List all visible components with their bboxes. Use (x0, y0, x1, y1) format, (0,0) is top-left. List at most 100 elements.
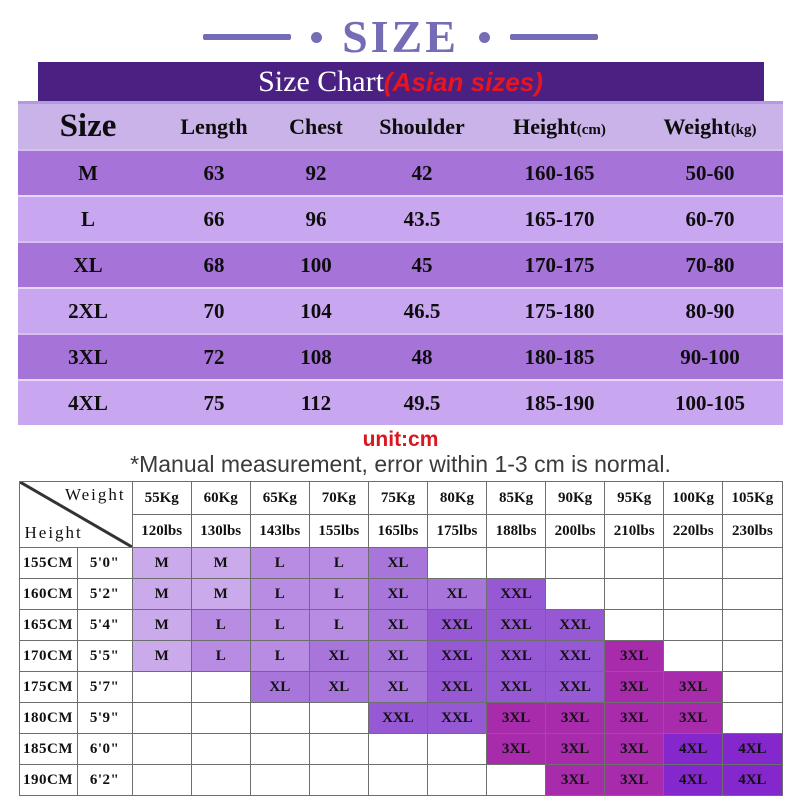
matrix-height-cm: 170CM (18, 640, 78, 672)
matrix-empty-cell (131, 702, 192, 734)
matrix-empty-cell (249, 702, 310, 734)
matrix-size-cell: M (131, 609, 192, 641)
matrix-size-cell: XXL (485, 640, 547, 672)
matrix-empty-cell (722, 640, 783, 672)
matrix-height-ft: 5'2" (76, 578, 133, 610)
size-value: 70 (203, 298, 225, 323)
matrix-size-cell: 3XL (663, 702, 724, 734)
matrix-size-cell: L (308, 547, 369, 579)
matrix-empty-cell (426, 764, 488, 796)
matrix-size-cell: 3XL (485, 733, 547, 765)
matrix-size-cell: XXL (485, 671, 547, 703)
matrix-size-cell: M (131, 578, 192, 610)
matrix-row-190cm: 190CM 6'2" 3XL 3XL 4XL 4XL (18, 764, 783, 796)
column-label: Length (180, 113, 248, 139)
matrix-size-cell: M (190, 578, 251, 610)
matrix-size-cell: XL (308, 671, 369, 703)
matrix-height-cm: 180CM (18, 702, 78, 734)
matrix-weight-kg: 90Kg (545, 481, 606, 515)
matrix-empty-cell (722, 671, 783, 703)
matrix-empty-cell (485, 764, 547, 796)
matrix-table: Weight Height 55Kg 60Kg 65Kg 70Kg 75Kg 80Kg 85… (18, 481, 783, 796)
matrix-empty-cell (604, 609, 665, 641)
matrix-size-cell: 3XL (545, 733, 606, 765)
matrix-size-cell: L (249, 640, 310, 672)
matrix-size-cell: XXL (545, 609, 606, 641)
size-value: 160-165 (524, 160, 595, 185)
matrix-weight-kg: 105Kg (722, 481, 783, 515)
size-table-col-chest: Chest (270, 114, 362, 140)
matrix-height-cm: 185CM (18, 733, 78, 765)
matrix-size-cell: 3XL (485, 702, 547, 734)
matrix-empty-cell (249, 764, 310, 796)
matrix-height-ft: 5'5" (76, 640, 133, 672)
matrix-empty-cell (249, 733, 310, 765)
matrix-size-cell: L (308, 609, 369, 641)
size-value: 108 (300, 344, 332, 369)
matrix-empty-cell (545, 547, 606, 579)
matrix-empty-cell (131, 671, 192, 703)
matrix-weight-kg: 80Kg (426, 481, 488, 515)
size-value: 165-170 (524, 206, 595, 231)
matrix-weight-lbs: 165lbs (367, 514, 428, 548)
title-dash-left (203, 34, 292, 40)
page-top-title: SIZE (0, 0, 801, 62)
matrix-size-cell: M (190, 547, 251, 579)
size-value: 48 (411, 344, 433, 369)
matrix-size-cell: 3XL (545, 764, 606, 796)
corner-weight-label: Weight (64, 485, 126, 504)
title-dot-left (311, 31, 323, 43)
matrix-weight-kg: 70Kg (308, 481, 369, 515)
matrix-size-cell: XXL (485, 578, 547, 610)
size-label: 4XL (68, 390, 108, 415)
matrix-height-ft: 6'2" (76, 764, 133, 796)
column-unit-suffix: (kg) (730, 121, 757, 138)
matrix-size-cell: 3XL (604, 640, 665, 672)
size-table-body: M 63 92 42 160-165 50-60 L 66 96 43.5 165-170 60-70… (18, 149, 783, 425)
size-table-row-2xl: 2XL 70 104 46.5 175-180 80-90 (18, 287, 783, 333)
page-title: SIZE (342, 11, 459, 62)
banner-subtitle: (Asian sizes) (383, 66, 543, 97)
matrix-weight-lbs: 120lbs (131, 514, 192, 548)
banner-title: Size Chart (258, 64, 384, 98)
size-value: 49.5 (403, 390, 441, 415)
size-table-row-m: M 63 92 42 160-165 50-60 (18, 149, 783, 195)
matrix-row-175cm: 175CM 5'7" XL XL XL XXL XXL XXL 3XL 3XL (18, 671, 783, 703)
size-value: 60-70 (685, 206, 735, 231)
matrix-empty-cell (722, 609, 783, 641)
matrix-tbody: Weight Height 55Kg 60Kg 65Kg 70Kg 75Kg 80Kg 85… (18, 481, 783, 796)
size-value: 42 (411, 160, 433, 185)
matrix-weight-lbs: 143lbs (249, 514, 310, 548)
matrix-size-cell: 4XL (663, 733, 724, 765)
matrix-empty-cell (604, 578, 665, 610)
matrix-row-155cm: 155CM 5'0" M M L L XL (18, 547, 783, 579)
size-value: 170-175 (524, 252, 595, 277)
unit-note: unit:cm (362, 428, 439, 451)
size-value: 45 (411, 252, 433, 277)
matrix-size-cell: 3XL (604, 702, 665, 734)
matrix-height-ft: 6'0" (76, 733, 133, 765)
size-value: 70-80 (685, 252, 735, 277)
matrix-size-cell: L (249, 609, 310, 641)
matrix-weight-kg: 65Kg (249, 481, 310, 515)
matrix-size-cell: M (131, 640, 192, 672)
matrix-row-165cm: 165CM 5'4" M L L L XL XXL XXL XXL (18, 609, 783, 641)
matrix-row-170cm: 170CM 5'5" M L L XL XL XXL XXL XXL 3XL (18, 640, 783, 672)
matrix-size-cell: 3XL (604, 671, 665, 703)
matrix-weight-kg: 60Kg (190, 481, 251, 515)
size-label: 2XL (68, 298, 108, 323)
matrix-height-cm: 165CM (18, 609, 78, 641)
matrix-height-ft: 5'7" (76, 671, 133, 703)
matrix-empty-cell (485, 547, 547, 579)
matrix-row-180cm: 180CM 5'9" XXL XXL 3XL 3XL 3XL 3XL (18, 702, 783, 734)
size-label: XL (73, 252, 103, 277)
matrix-height-ft: 5'4" (76, 609, 133, 641)
matrix-empty-cell (131, 764, 192, 796)
size-value: 66 (203, 206, 225, 231)
size-value: 63 (203, 160, 225, 185)
size-value: 112 (300, 390, 332, 415)
diagonal-line (20, 482, 132, 547)
matrix-empty-cell (308, 733, 369, 765)
matrix-empty-cell (131, 733, 192, 765)
matrix-size-cell: XXL (426, 671, 488, 703)
